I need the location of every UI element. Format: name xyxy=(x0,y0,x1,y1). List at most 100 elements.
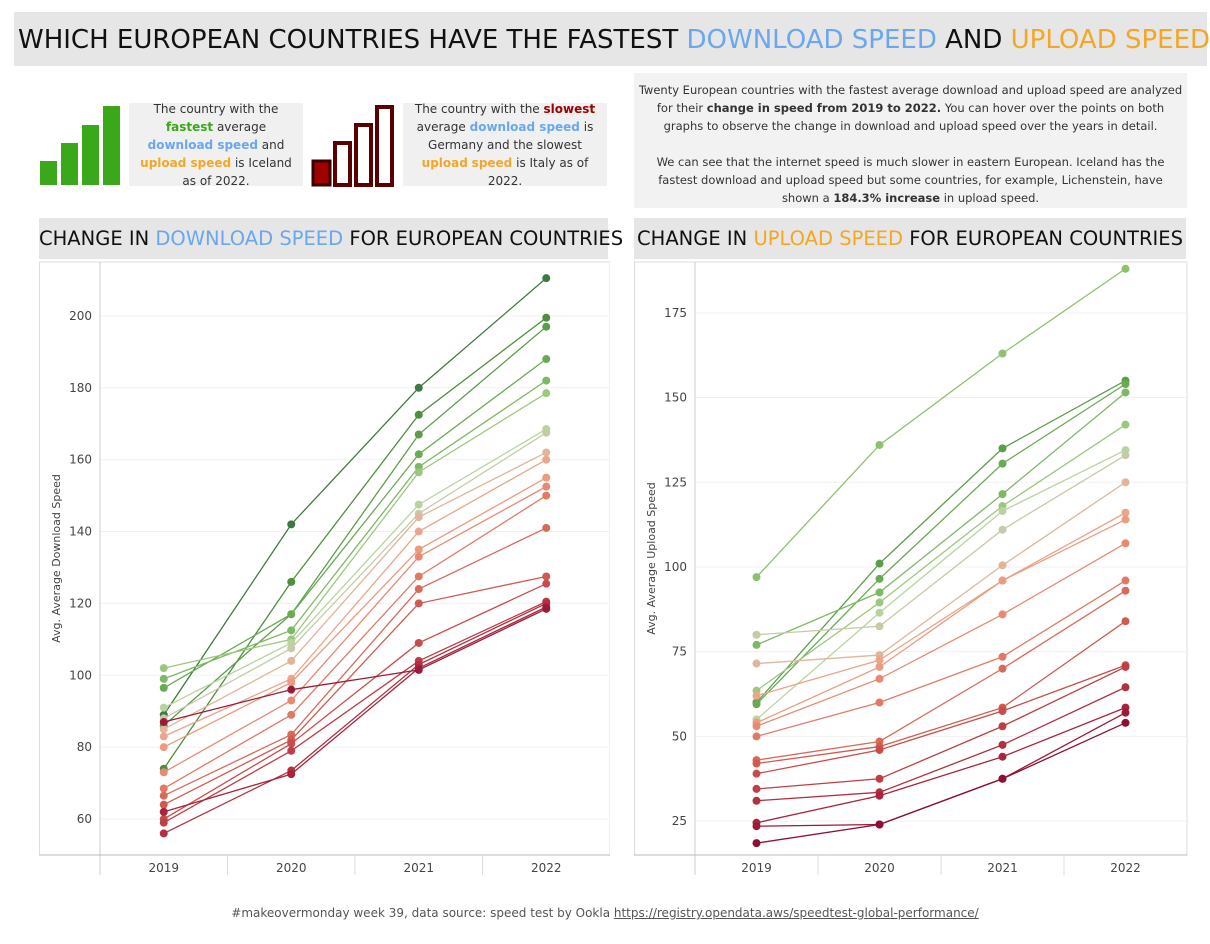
point xyxy=(414,572,423,581)
point xyxy=(287,770,296,779)
point xyxy=(159,732,168,741)
y-tick-label: 80 xyxy=(77,740,92,754)
point xyxy=(998,349,1007,358)
series-line xyxy=(756,449,1126,720)
series-line xyxy=(163,326,547,727)
series-line xyxy=(163,601,547,824)
point xyxy=(875,674,884,683)
point xyxy=(287,577,296,586)
card-text: upload speed xyxy=(140,155,232,170)
y-tick-label: 175 xyxy=(664,306,687,320)
point xyxy=(287,626,296,635)
point xyxy=(752,722,761,731)
point xyxy=(287,739,296,748)
y-axis-label: Avg. Average Upload Speed xyxy=(645,482,658,635)
point xyxy=(414,513,423,522)
point xyxy=(752,659,761,668)
point xyxy=(752,732,761,741)
title-part: UPLOAD SPEED? xyxy=(1010,25,1210,55)
point xyxy=(998,722,1007,731)
point xyxy=(159,768,168,777)
point xyxy=(542,376,551,385)
point xyxy=(414,665,423,674)
title-part: AND xyxy=(945,25,1003,55)
point xyxy=(542,389,551,398)
point xyxy=(542,579,551,588)
x-tick-label: 2022 xyxy=(1110,861,1141,875)
card-text: fastest xyxy=(165,119,214,134)
point xyxy=(1121,515,1130,524)
point xyxy=(752,759,761,768)
series-line xyxy=(163,358,547,689)
point xyxy=(542,491,551,500)
point xyxy=(542,428,551,437)
point xyxy=(414,545,423,554)
y-tick-label: 120 xyxy=(69,596,92,610)
series-line xyxy=(163,495,547,790)
point xyxy=(1121,586,1130,595)
y-tick-label: 100 xyxy=(664,560,687,574)
point xyxy=(1121,539,1130,548)
point xyxy=(1121,388,1130,397)
point xyxy=(875,622,884,631)
point xyxy=(752,769,761,778)
point xyxy=(998,576,1007,585)
y-tick-label: 160 xyxy=(69,453,92,467)
title-part: FOR EUROPEAN COUNTRIES xyxy=(909,227,1183,250)
point xyxy=(875,608,884,617)
y-tick-label: 60 xyxy=(77,812,92,826)
point xyxy=(159,725,168,734)
point xyxy=(542,482,551,491)
point xyxy=(1121,718,1130,727)
card-text: download speed xyxy=(147,137,258,152)
point xyxy=(542,523,551,532)
point xyxy=(875,574,884,583)
source-link[interactable]: https://registry.opendata.aws/speedtest-… xyxy=(613,906,979,920)
series-line xyxy=(756,664,1126,775)
point xyxy=(998,490,1007,499)
x-tick-label: 2020 xyxy=(864,861,895,875)
series-line xyxy=(756,686,1126,802)
series-line xyxy=(756,268,1126,578)
series-line xyxy=(163,317,547,770)
point xyxy=(159,674,168,683)
point xyxy=(287,520,296,529)
point xyxy=(414,599,423,608)
fast-icon xyxy=(40,106,120,185)
point xyxy=(1121,478,1130,487)
point xyxy=(542,473,551,482)
point xyxy=(998,706,1007,715)
header: WHICH EUROPEAN COUNTRIES HAVE THE FASTES… xyxy=(14,12,1210,66)
card-text: upload xyxy=(421,155,468,170)
point xyxy=(752,839,761,848)
point xyxy=(287,656,296,665)
title-part: CHANGE IN xyxy=(39,227,150,250)
title-part: FOR EUROPEAN COUNTRIES xyxy=(349,227,624,250)
series-line xyxy=(163,583,547,820)
y-tick-label: 180 xyxy=(69,381,92,395)
series-line xyxy=(756,722,1126,844)
point xyxy=(752,691,761,700)
series-line xyxy=(163,432,547,719)
chart-title: CHANGE IN UPLOAD SPEED FOR EUROPEAN COUN… xyxy=(634,218,1186,259)
series-line xyxy=(163,459,547,737)
point xyxy=(998,444,1007,453)
card-text: speed xyxy=(471,155,513,170)
card-text: and xyxy=(261,137,285,152)
series-line xyxy=(163,575,547,806)
slow-icon xyxy=(311,105,394,187)
series-line xyxy=(163,392,547,669)
desc-text: Twenty European countries with the faste… xyxy=(638,83,1183,115)
y-tick-label: 125 xyxy=(664,475,687,489)
point xyxy=(159,818,168,827)
point xyxy=(287,685,296,694)
series-line xyxy=(163,277,547,716)
card-text: is Italy as of 2022. xyxy=(487,155,589,188)
series-line xyxy=(756,666,1126,790)
series-line xyxy=(756,380,1126,703)
y-tick-label: 75 xyxy=(672,645,687,659)
point xyxy=(542,274,551,283)
point xyxy=(414,500,423,509)
point xyxy=(542,604,551,613)
series-line xyxy=(756,512,1126,697)
